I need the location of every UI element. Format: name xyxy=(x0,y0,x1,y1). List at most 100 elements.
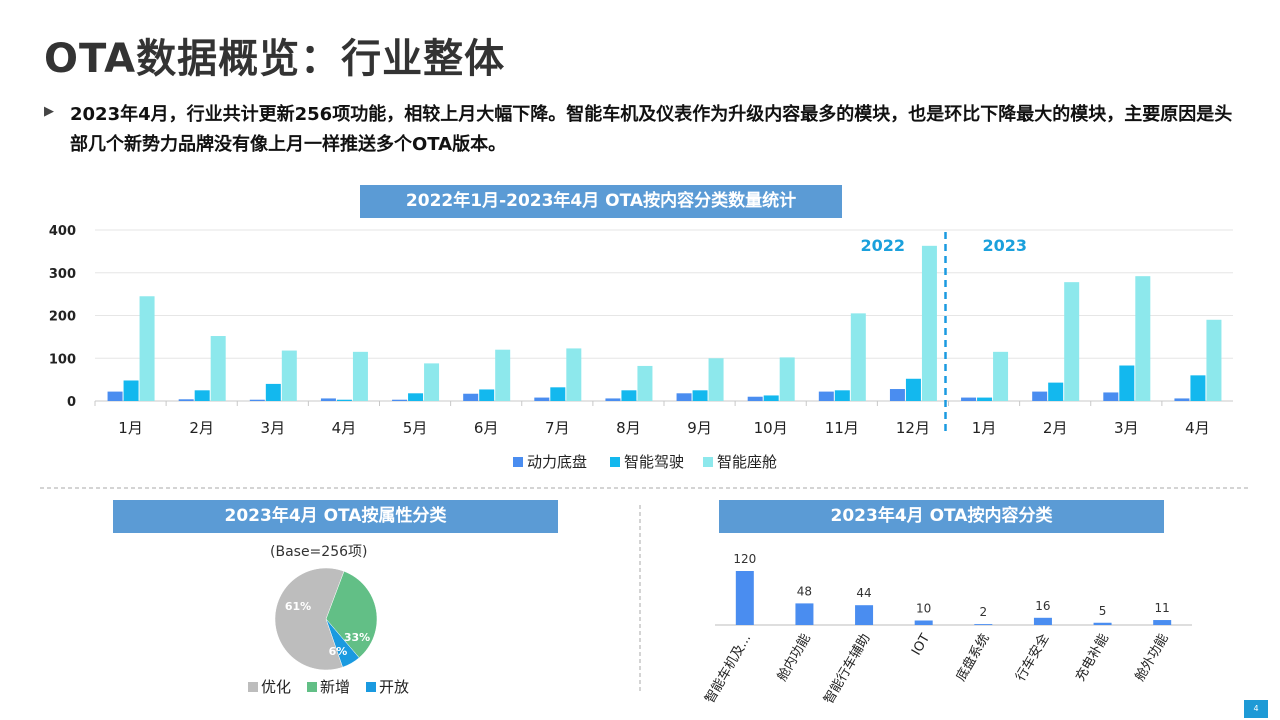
bar-chassis xyxy=(961,397,977,401)
year-label-2022: 2022 xyxy=(861,236,906,255)
year-label-2023: 2023 xyxy=(983,236,1028,255)
chart-title-content: 2023年4月 OTA按内容分类 xyxy=(719,500,1164,533)
bar-chassis xyxy=(1032,391,1048,401)
pie-slice-优化 xyxy=(274,567,345,671)
bar-adas xyxy=(621,390,637,401)
bar-adas xyxy=(692,390,708,401)
bar-adas xyxy=(763,395,779,401)
content-bar xyxy=(914,620,933,625)
y-tick-label: 100 xyxy=(49,352,76,367)
bar-cockpit xyxy=(352,351,368,401)
legend-swatch xyxy=(703,457,713,467)
content-category-label: 智能行车辅助 xyxy=(821,631,874,707)
content-category-label: 行车安全 xyxy=(1013,631,1053,684)
content-value-label: 2 xyxy=(979,605,987,619)
bar-cockpit xyxy=(1064,282,1080,401)
pie-data-label: 6% xyxy=(329,645,348,658)
bar-cockpit xyxy=(993,351,1009,401)
bar-chassis xyxy=(1174,398,1190,401)
x-tick-label: 10月 xyxy=(754,419,788,437)
bar-cockpit xyxy=(495,349,511,401)
content-bar xyxy=(974,624,993,625)
content-category-label: IOT xyxy=(909,631,933,658)
bar-adas xyxy=(977,397,993,401)
x-tick-label: 9月 xyxy=(687,419,712,437)
x-tick-label: 2月 xyxy=(189,419,214,437)
x-tick-label: 1月 xyxy=(972,419,997,437)
pie-legend-swatch xyxy=(307,682,317,692)
bar-cockpit xyxy=(566,348,582,401)
bar-cockpit xyxy=(139,296,155,401)
bar-cockpit xyxy=(281,350,297,401)
bar-adas xyxy=(123,380,139,401)
bar-chassis xyxy=(249,399,265,401)
bar-adas xyxy=(336,399,352,401)
chart-title-monthly: 2022年1月-2023年4月 OTA按内容分类数量统计 xyxy=(360,185,842,218)
content-value-label: 44 xyxy=(856,586,871,600)
bar-cockpit xyxy=(1206,319,1222,401)
bar-chassis xyxy=(605,398,621,401)
x-tick-label: 6月 xyxy=(474,419,499,437)
bar-chassis xyxy=(107,391,123,401)
content-bar xyxy=(795,603,814,625)
bar-adas xyxy=(1190,375,1206,401)
page-title: OTA数据概览：行业整体 xyxy=(44,36,506,82)
bar-adas xyxy=(905,378,921,401)
x-tick-label: 3月 xyxy=(1114,419,1139,437)
page-number: 4 xyxy=(1244,700,1268,718)
legend-swatch xyxy=(610,457,620,467)
bar-chassis xyxy=(889,389,905,401)
x-tick-label: 5月 xyxy=(403,419,428,437)
bar-adas xyxy=(194,390,210,401)
x-tick-label: 7月 xyxy=(545,419,570,437)
legend-swatch xyxy=(513,457,523,467)
bar-cockpit xyxy=(210,336,226,401)
pie-legend-swatch xyxy=(366,682,376,692)
bar-cockpit xyxy=(921,245,937,401)
bar-cockpit xyxy=(850,313,866,401)
pie-base-note: (Base=256项) xyxy=(270,544,368,560)
content-bar xyxy=(855,605,874,625)
bar-adas xyxy=(1119,365,1135,401)
legend-label: 智能座舱 xyxy=(717,453,777,471)
legend-label: 智能驾驶 xyxy=(624,453,684,471)
y-tick-label: 300 xyxy=(49,267,76,282)
y-tick-label: 200 xyxy=(49,310,76,325)
content-bar xyxy=(1153,620,1172,625)
bar-chassis xyxy=(178,399,194,401)
pie-legend-label: 新增 xyxy=(320,678,350,696)
legend-label: 动力底盘 xyxy=(527,453,587,471)
bar-cockpit xyxy=(637,365,653,401)
bar-cockpit xyxy=(1135,276,1151,401)
x-tick-label: 3月 xyxy=(261,419,286,437)
content-bar xyxy=(735,571,754,625)
bar-chassis xyxy=(463,393,479,401)
bar-cockpit xyxy=(424,363,440,401)
content-value-label: 11 xyxy=(1155,601,1170,615)
y-tick-label: 0 xyxy=(67,395,76,410)
triangle-right-icon: ▶ xyxy=(44,104,54,119)
x-tick-label: 8月 xyxy=(616,419,641,437)
bar-adas xyxy=(834,390,850,401)
bar-adas xyxy=(479,389,495,401)
bar-chassis xyxy=(676,393,692,401)
chart-title-attribute: 2023年4月 OTA按属性分类 xyxy=(113,500,558,533)
content-category-label: 充电补能 xyxy=(1072,631,1112,684)
x-tick-label: 2月 xyxy=(1043,419,1068,437)
pie-legend-label: 优化 xyxy=(261,678,291,696)
bar-adas xyxy=(550,387,566,401)
content-bar xyxy=(1093,622,1112,625)
content-value-label: 16 xyxy=(1035,599,1050,613)
pie-data-label: 61% xyxy=(285,600,311,613)
content-value-label: 120 xyxy=(733,552,756,566)
x-tick-label: 1月 xyxy=(118,419,143,437)
x-tick-label: 11月 xyxy=(825,419,859,437)
content-category-label: 智能车机及... xyxy=(702,631,755,706)
bar-adas xyxy=(1048,382,1064,401)
bar-adas xyxy=(265,383,281,401)
pie-data-label: 33% xyxy=(344,631,370,644)
bar-chassis xyxy=(818,391,834,401)
pie-legend-label: 开放 xyxy=(379,678,409,696)
bar-adas xyxy=(408,393,424,401)
